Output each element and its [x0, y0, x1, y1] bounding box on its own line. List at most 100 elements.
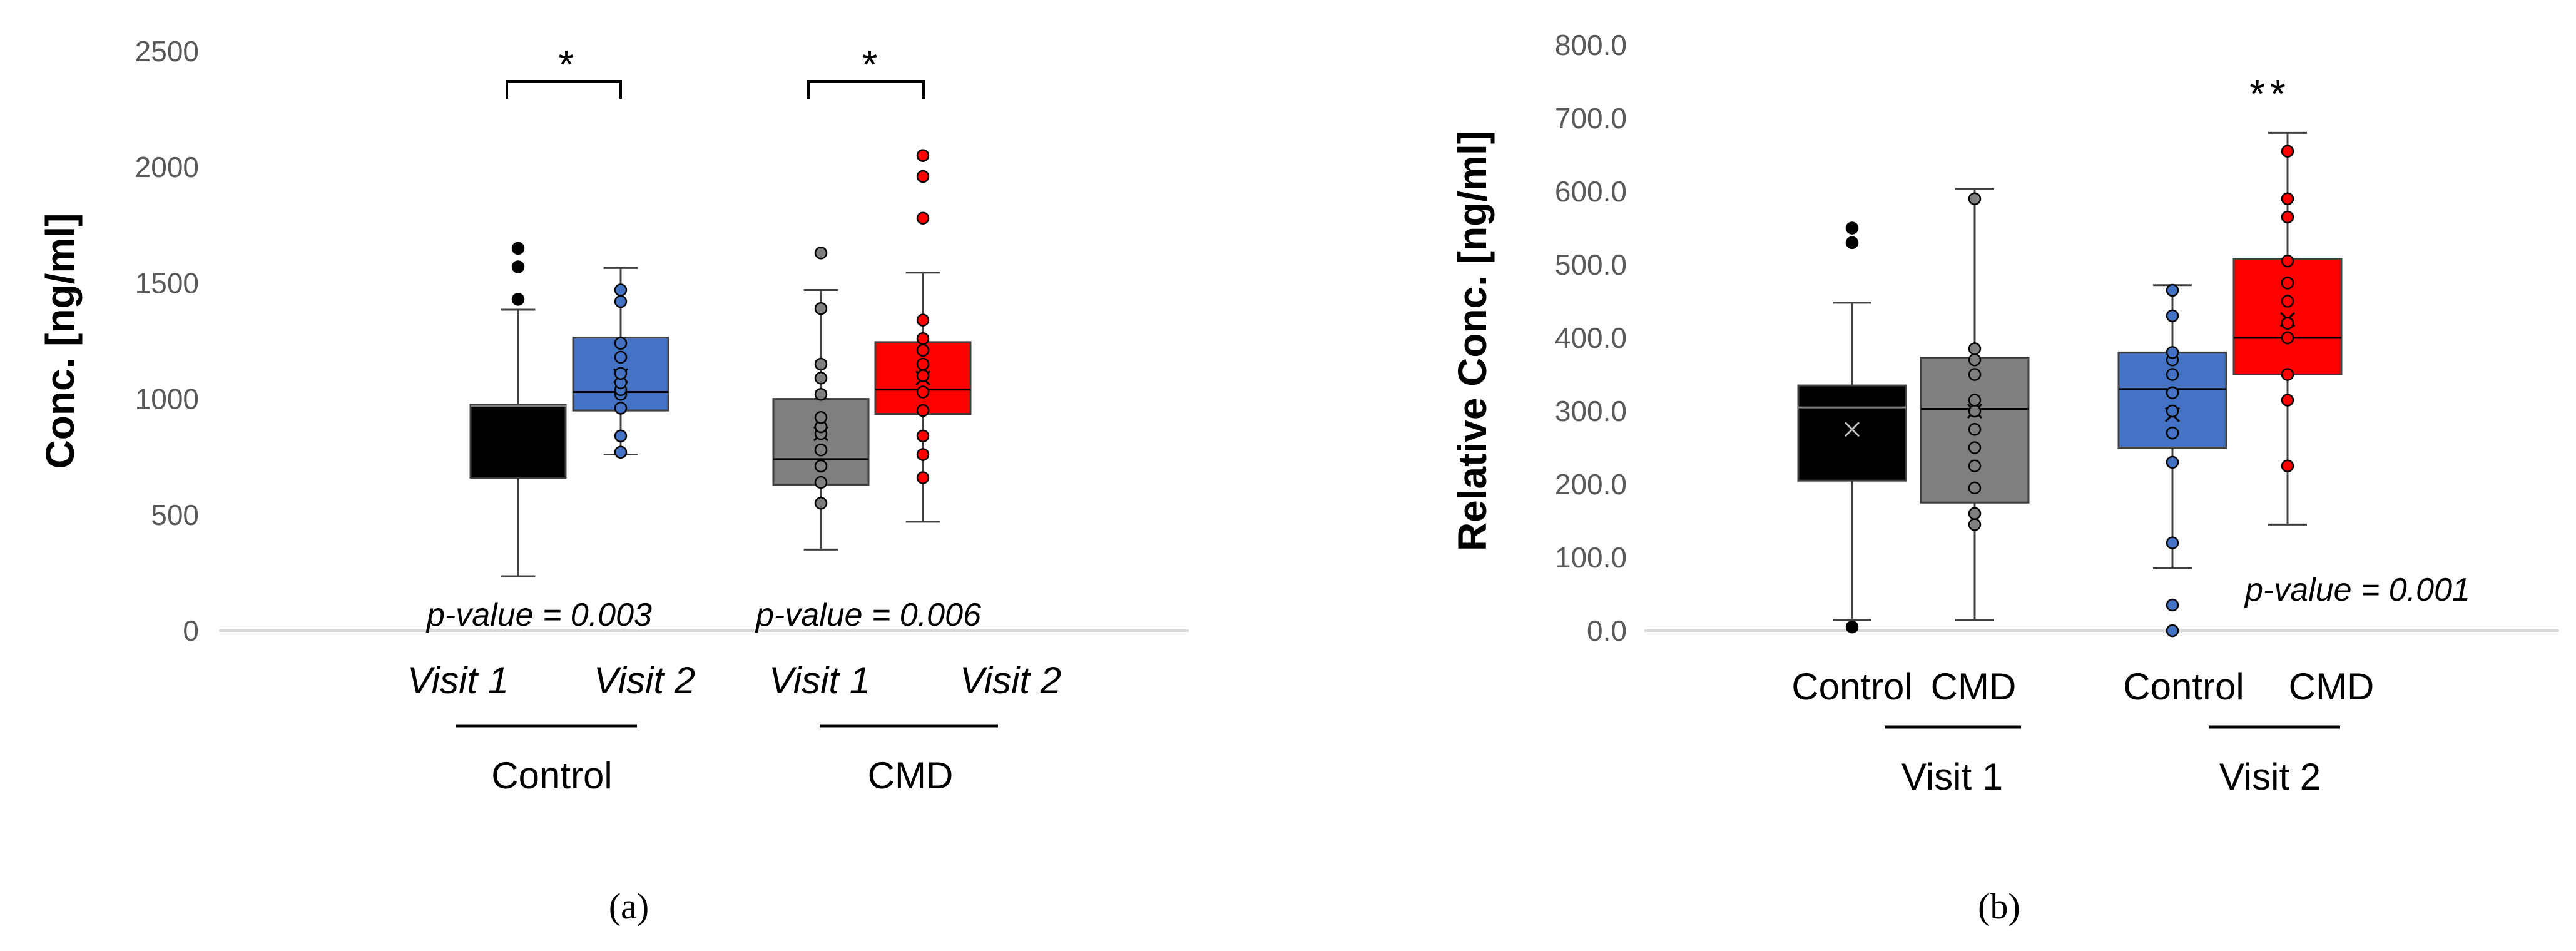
box-iqr — [469, 404, 567, 479]
box-control-visit-1 — [469, 242, 567, 577]
data-point — [2281, 368, 2294, 381]
data-point — [814, 410, 828, 424]
y-tick-label: 200.0 — [1555, 468, 1627, 501]
chart-a-y-ticks: 0 500 1000 1500 2000 2500 — [135, 35, 199, 647]
data-point — [916, 343, 930, 357]
chart-a-bracket-cmd — [807, 80, 925, 99]
data-point — [1968, 368, 1982, 381]
chart-b-panel-label: (b) — [1978, 886, 2020, 927]
chart-b-significance: ** — [2249, 71, 2291, 116]
chart-b-boxes — [1797, 131, 2343, 638]
data-point — [916, 429, 930, 443]
data-point — [814, 372, 828, 385]
data-point — [1968, 481, 1982, 495]
outlier-point — [511, 293, 525, 306]
data-point — [916, 369, 930, 382]
data-point — [1968, 507, 1982, 521]
chart-b-y-axis-label: Relative Conc. [ng/ml] — [1450, 131, 1495, 551]
chart-a-y-axis-label: Conc. [ng/ml] — [38, 213, 83, 469]
data-point — [814, 357, 828, 371]
outlier-point — [511, 260, 525, 273]
y-tick-label: 0.0 — [1587, 614, 1627, 647]
y-tick-label: 300.0 — [1555, 395, 1627, 427]
y-tick-label: 500.0 — [1555, 248, 1627, 281]
data-point — [614, 295, 628, 308]
data-point — [614, 402, 628, 415]
y-tick-label: 800.0 — [1555, 29, 1627, 61]
data-point — [2281, 394, 2294, 407]
chart-b-category-label: CMD — [2289, 666, 2375, 708]
outlier-point — [1845, 236, 1859, 250]
chart-a-category-label: Visit 1 — [769, 659, 870, 701]
data-point — [2281, 331, 2294, 345]
data-point — [614, 367, 628, 380]
data-point — [614, 429, 628, 443]
chart-a-boxes — [469, 149, 972, 577]
data-point — [2166, 404, 2179, 418]
chart-a-significance-cmd: * — [862, 42, 878, 87]
data-point — [2166, 368, 2179, 381]
data-point — [1968, 518, 1982, 531]
data-point — [614, 445, 628, 459]
y-tick-label: 2000 — [135, 151, 199, 183]
data-point — [2281, 145, 2294, 158]
y-tick-label: 700.0 — [1555, 102, 1627, 135]
data-point — [2166, 386, 2179, 399]
chart-a-category-label: Visit 2 — [594, 659, 695, 701]
y-tick-label: 0 — [183, 614, 199, 647]
box-iqr — [1797, 384, 1907, 482]
outlier-point — [1845, 221, 1859, 235]
y-tick-label: 1000 — [135, 383, 199, 415]
data-point — [916, 313, 930, 327]
y-tick-label: 2500 — [135, 35, 199, 68]
data-point — [1968, 441, 1982, 454]
outlier-point — [1845, 620, 1859, 634]
box-visit-1-control — [1797, 221, 1907, 634]
y-tick-label: 1500 — [135, 267, 199, 299]
outlier-point — [511, 242, 525, 255]
outlier-point — [2166, 536, 2179, 549]
data-point — [2281, 192, 2294, 205]
chart-b-category-label: CMD — [1931, 666, 2017, 708]
chart-a-group-label-cmd: CMD — [868, 755, 954, 796]
chart-a-significance-control: * — [559, 42, 574, 87]
chart-b: Relative Conc. [ng/ml] 0.0 100.0 200.0 300.… — [1450, 29, 2559, 927]
box-visit-1-cmd — [1920, 188, 2030, 621]
data-point — [2281, 295, 2294, 308]
chart-a-category-label: Visit 2 — [960, 659, 1061, 701]
data-point — [2281, 210, 2294, 224]
data-point — [2166, 426, 2179, 440]
box-cmd-visit-1 — [772, 246, 870, 551]
y-tick-label: 600.0 — [1555, 175, 1627, 208]
data-point — [814, 302, 828, 315]
data-point — [2281, 459, 2294, 472]
box-control-visit-2 — [572, 267, 669, 459]
data-point — [1968, 192, 1982, 205]
outlier-point — [814, 246, 828, 260]
chart-a-panel-label: (a) — [609, 886, 649, 927]
data-point — [814, 387, 828, 401]
data-point — [916, 471, 930, 484]
chart-a-group-label-control: Control — [491, 755, 612, 796]
chart-b-category-label: Control — [1791, 666, 1912, 708]
chart-b-p-value: p-value = 0.001 — [2244, 572, 2470, 608]
data-point — [2166, 283, 2179, 297]
data-point — [2281, 254, 2294, 268]
chart-a-p-value-control: p-value = 0.003 — [425, 597, 652, 633]
data-point — [614, 337, 628, 350]
chart-b-y-ticks: 0.0 100.0 200.0 300.0 400.0 500.0 600.0 700.0 80… — [1555, 29, 1627, 647]
y-tick-label: 500 — [151, 499, 199, 531]
data-point — [814, 476, 828, 489]
outlier-point — [916, 211, 930, 225]
data-point — [1968, 423, 1982, 436]
y-tick-label: 400.0 — [1555, 322, 1627, 354]
data-point — [916, 357, 930, 371]
box-cmd-visit-2 — [874, 149, 972, 523]
chart-b-category-label: Control — [2123, 666, 2244, 708]
data-point — [2281, 277, 2294, 290]
data-point — [2281, 317, 2294, 330]
outlier-point — [916, 149, 930, 162]
chart-a: Conc. [ng/ml] 0 500 1000 1500 2000 2500 * * p… — [38, 35, 1189, 927]
data-point — [2166, 455, 2179, 469]
